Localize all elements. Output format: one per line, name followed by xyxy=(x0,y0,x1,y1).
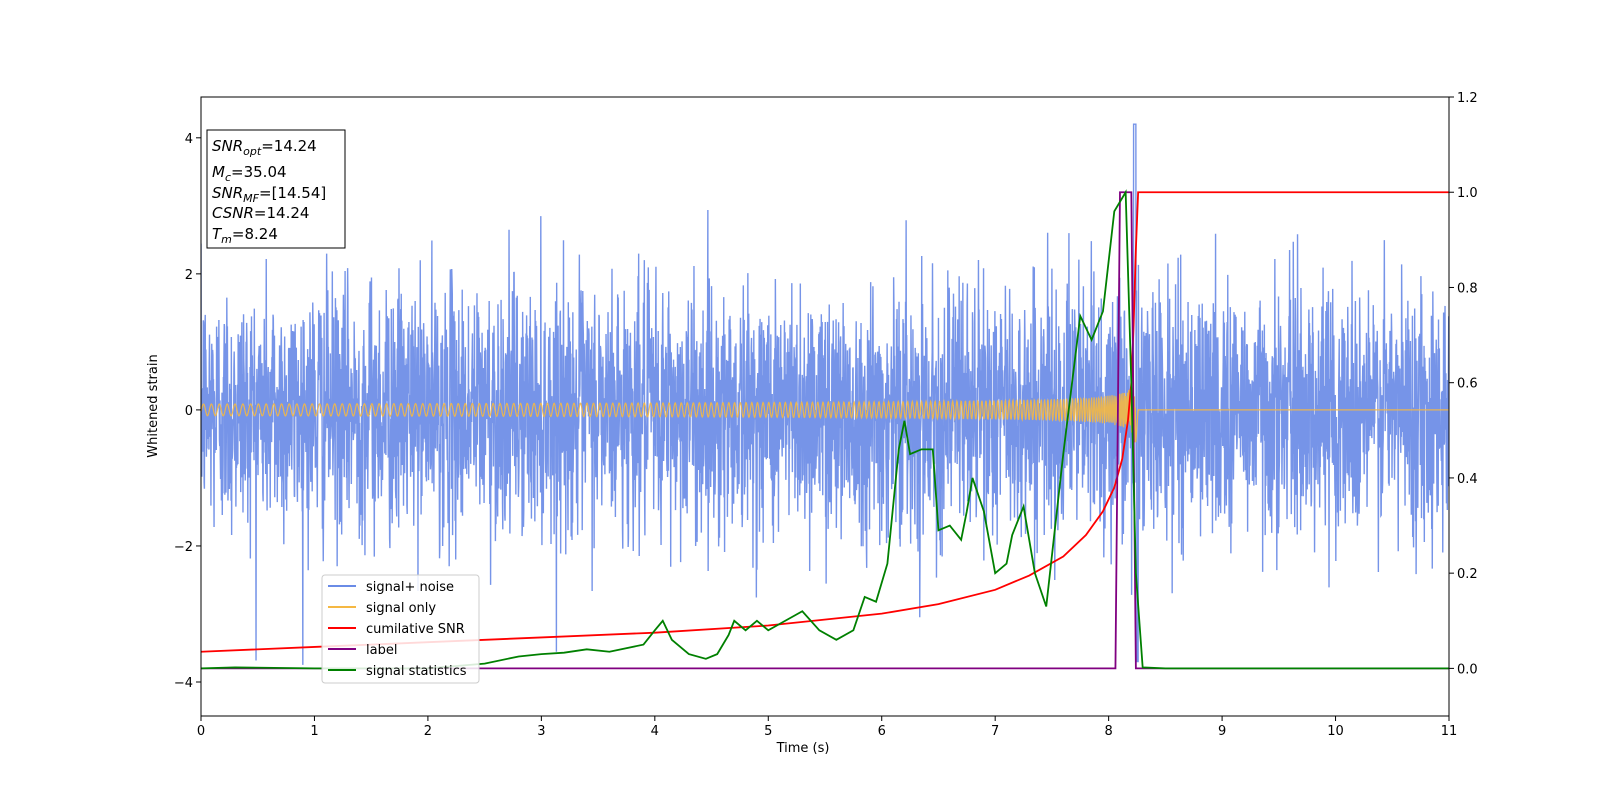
series-stats xyxy=(201,189,1449,670)
x-tick-label: 2 xyxy=(424,724,432,739)
x-tick-label: 1 xyxy=(310,724,318,739)
info-snr-opt: SNRopt=14.24 xyxy=(212,137,317,158)
legend-label-stats: signal statistics xyxy=(366,664,467,679)
y-right-tick-label: 1.0 xyxy=(1457,186,1478,201)
x-tick-label: 6 xyxy=(878,724,886,739)
x-tick-label: 9 xyxy=(1218,724,1226,739)
info-snr-opt-sym: SNR xyxy=(212,137,243,155)
legend-label-csnr: cumilative SNR xyxy=(366,622,465,637)
x-tick-label: 11 xyxy=(1441,724,1458,739)
x-tick-label: 4 xyxy=(651,724,659,739)
y-left-tick-label: 4 xyxy=(185,132,193,147)
info-snr-mf-value: =[14.54] xyxy=(259,184,326,202)
info-tm-sym: T xyxy=(212,225,223,243)
x-tick-label: 10 xyxy=(1327,724,1344,739)
legend-label-signal: signal only xyxy=(366,601,436,616)
y-axis-label: Whitened strain xyxy=(146,354,161,457)
x-tick-label: 0 xyxy=(197,724,205,739)
x-axis-label: Time (s) xyxy=(776,741,830,756)
info-mc: Mc=35.04 xyxy=(212,163,287,184)
plot-frame xyxy=(200,96,1450,717)
info-tm-sub: m xyxy=(221,233,232,246)
legend-label-label: label xyxy=(366,643,397,658)
info-mc-sub: c xyxy=(225,171,231,184)
legend-label-noise: signal+ noise xyxy=(366,580,454,595)
legend: signal+ noise signal only cumilative SNR la… xyxy=(321,574,480,684)
info-box-frame xyxy=(206,129,346,249)
info-mc-sym: M xyxy=(212,163,225,181)
y-right-tick-label: 0.2 xyxy=(1457,567,1478,582)
info-snr-mf-sym: SNR xyxy=(212,184,243,202)
info-csnr: CSNR=14.24 xyxy=(212,204,309,222)
info-csnr-value: =14.24 xyxy=(254,204,310,222)
info-tm: Tm=8.24 xyxy=(212,225,278,246)
info-snr-mf: SNRMF=[14.54] xyxy=(212,184,326,205)
plot-area xyxy=(201,123,1449,670)
x-tick-label: 7 xyxy=(991,724,999,739)
y-left-tick-label: −2 xyxy=(174,540,193,555)
x-tick-label: 8 xyxy=(1104,724,1112,739)
x-tick-label: 5 xyxy=(764,724,772,739)
y-right-tick-label: 0.4 xyxy=(1457,472,1478,487)
axes: 0 1 2 3 4 5 6 7 8 9 10 11 4 2 0 −2 −4 1.2 1.0 0.8 0.6 0.4 0.2 0… xyxy=(174,91,1478,739)
y-left-tick-label: 0 xyxy=(185,404,193,419)
y-left-tick-label: −4 xyxy=(174,676,193,691)
info-csnr-sym: CSNR xyxy=(212,204,254,222)
info-snr-opt-sub: opt xyxy=(243,145,262,158)
info-snr-opt-value: =14.24 xyxy=(261,137,317,155)
info-snr-mf-sub: MF xyxy=(243,192,259,205)
legend-frame xyxy=(321,574,480,684)
y-right-tick-label: 0.0 xyxy=(1457,662,1478,677)
y-right-tick-label: 0.8 xyxy=(1457,281,1478,296)
x-tick-label: 3 xyxy=(537,724,545,739)
series-signal-only xyxy=(201,389,1449,443)
info-mc-value: =35.04 xyxy=(231,163,287,181)
y-left-tick-label: 2 xyxy=(185,268,193,283)
y-right-tick-label: 0.6 xyxy=(1457,377,1478,392)
y-right-tick-label: 1.2 xyxy=(1457,91,1478,106)
info-box: SNRopt=14.24 Mc=35.04 SNRMF=[14.54] CSNR… xyxy=(206,129,346,249)
info-tm-value: =8.24 xyxy=(232,225,278,243)
